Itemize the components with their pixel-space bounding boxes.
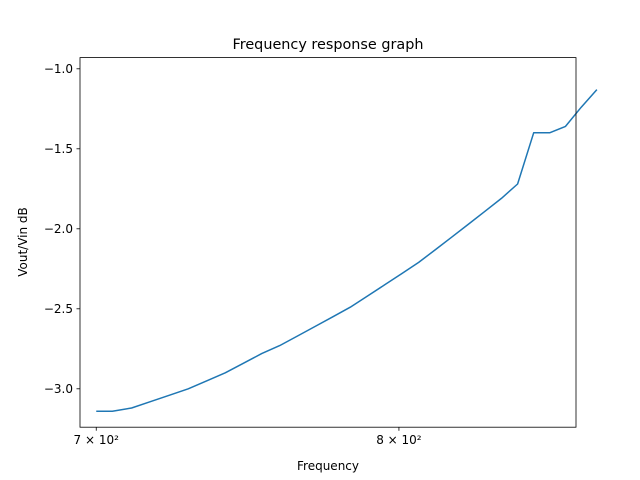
x-tick-label-1: 8 × 10² [376,433,422,447]
y-axis-label: Vout/Vin dB [16,207,30,277]
x-axis-label: Frequency [297,459,359,473]
y-tick-label-0: −1.0 [44,62,73,76]
y-tick-label-2: −2.0 [44,222,73,236]
plot-frame [79,57,577,428]
y-axis-ticks: −1.0 −1.5 −2.0 −2.5 −3.0 [44,62,80,396]
y-tick-label-4: −3.0 [44,382,73,396]
chart-title: Frequency response graph [233,37,424,53]
y-tick-label-3: −2.5 [44,302,73,316]
x-axis-ticks: 7 × 10² 8 × 10² [74,427,422,447]
plot-area [96,89,598,412]
y-tick-label-1: −1.5 [44,142,73,156]
x-tick-label-0: 7 × 10² [74,433,120,447]
series-line-0 [96,89,598,412]
